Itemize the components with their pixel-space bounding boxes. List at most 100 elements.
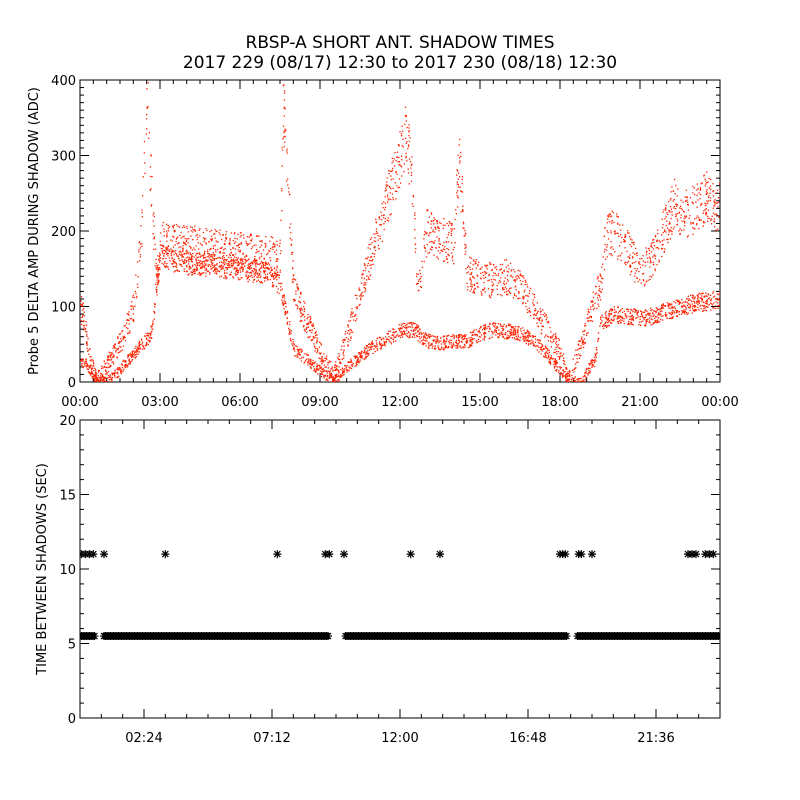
top-data-point: [425, 250, 427, 252]
top-data-point: [610, 318, 613, 320]
top-data-point: [371, 345, 373, 348]
top-data-point: [512, 269, 515, 271]
top-data-point: [605, 318, 608, 320]
top-data-point: [500, 324, 502, 326]
top-data-point: [254, 255, 256, 258]
top-data-point: [284, 301, 287, 303]
top-data-point: [623, 320, 625, 322]
top-data-point: [273, 284, 275, 287]
top-data-point: [658, 317, 660, 319]
top-data-point: [679, 302, 681, 304]
top-data-point: [706, 200, 708, 202]
top-data-point: [197, 256, 200, 258]
top-data-point: [565, 376, 567, 378]
top-data-point: [669, 211, 671, 213]
top-data-point: [717, 228, 719, 231]
top-data-point: [387, 196, 389, 198]
top-data-point: [134, 305, 136, 307]
top-data-point: [583, 325, 586, 327]
top-data-point: [418, 336, 421, 338]
top-data-point: [108, 384, 109, 385]
top-data-point: [436, 256, 438, 258]
top-data-point: [370, 267, 372, 269]
top-data-point: [187, 274, 189, 276]
top-data-point: [677, 300, 679, 303]
top-data-point: [203, 264, 205, 266]
top-data-point: [146, 342, 148, 345]
top-data-point: [97, 371, 100, 373]
top-data-point: [212, 270, 215, 272]
top-data-point: [432, 340, 435, 342]
top-data-point: [624, 314, 627, 316]
top-data-point: [684, 313, 686, 315]
top-data-point: [344, 365, 346, 367]
top-data-point: [182, 226, 184, 229]
top-data-point: [681, 306, 683, 308]
top-data-point: [604, 248, 606, 251]
top-data-point: [316, 368, 318, 370]
top-data-point: [91, 377, 94, 380]
top-data-point: [369, 256, 372, 258]
top-data-point: [694, 308, 696, 311]
top-data-point: [608, 314, 610, 316]
top-data-point: [347, 345, 349, 347]
top-data-point: [562, 374, 564, 376]
top-data-point: [630, 322, 632, 324]
top-data-point: [150, 204, 153, 206]
top-data-point: [306, 323, 308, 326]
top-data-point: [518, 326, 520, 328]
top-data-point: [299, 310, 301, 312]
top-data-point: [658, 313, 660, 315]
top-data-point: [190, 247, 192, 249]
top-data-point: [629, 238, 632, 240]
top-data-point: [122, 338, 125, 340]
top-data-point: [123, 337, 125, 339]
top-data-point: [589, 370, 591, 373]
top-data-point: [632, 310, 634, 313]
top-data-point: [470, 288, 473, 290]
top-data-point: [531, 334, 534, 337]
top-data-point: [303, 324, 305, 327]
top-data-point: [129, 352, 131, 354]
top-data-point: [471, 284, 473, 286]
top-data-point: [493, 278, 495, 281]
top-data-point: [477, 338, 480, 340]
top-data-point: [113, 346, 116, 349]
top-data-point: [539, 348, 542, 351]
top-data-point: [589, 320, 591, 322]
top-data-point: [316, 340, 318, 343]
top-data-point: [362, 273, 364, 275]
top-data-point: [611, 246, 613, 248]
top-data-point: [547, 355, 550, 357]
top-data-point: [98, 381, 100, 382]
top-data-point: [255, 271, 257, 273]
top-data-point: [126, 322, 128, 324]
top-data-point: [545, 314, 547, 316]
top-data-point: [462, 223, 465, 225]
top-data-point: [470, 339, 473, 341]
top-data-point: [187, 242, 189, 244]
top-data-point: [240, 259, 243, 261]
top-data-point: [519, 297, 521, 299]
top-data-point: [283, 303, 285, 305]
top-data-point: [159, 268, 161, 271]
top-data-point: [247, 259, 249, 262]
top-data-point: [663, 230, 666, 232]
top-data-point: [659, 318, 662, 321]
top-data-point: [180, 246, 182, 248]
top-data-point: [453, 335, 455, 337]
top-data-point: [186, 264, 188, 267]
top-data-point: [163, 249, 165, 251]
top-data-point: [670, 303, 673, 306]
top-data-point: [156, 289, 158, 291]
top-data-point: [242, 267, 244, 269]
top-data-point: [448, 340, 450, 343]
top-data-point: [125, 326, 128, 329]
top-data-point: [409, 321, 411, 324]
top-data-point: [218, 232, 220, 234]
top-data-point: [602, 263, 604, 265]
top-data-point: [590, 359, 593, 362]
top-data-point: [302, 356, 305, 359]
top-data-point: [484, 332, 487, 334]
top-data-point: [427, 347, 430, 349]
